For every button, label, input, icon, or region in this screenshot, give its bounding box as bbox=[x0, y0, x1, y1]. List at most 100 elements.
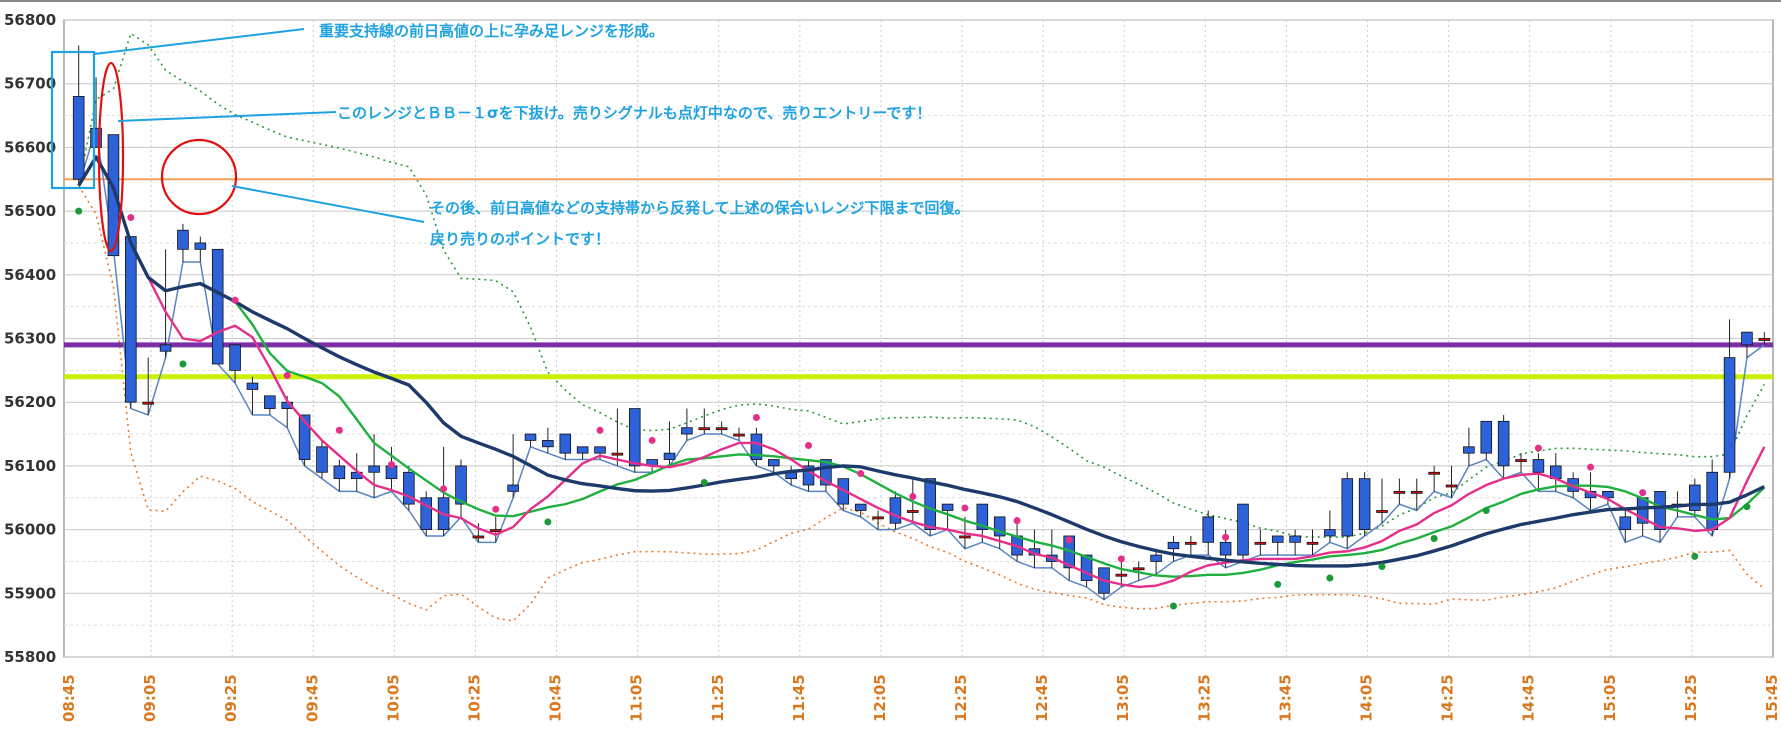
candle-up bbox=[1445, 484, 1458, 488]
annotations: 重要支持線の前日高値の上に孕み足レンジを形成。このレンジとＢＢ－１σを下抜け。売… bbox=[50, 22, 970, 253]
callout-line bbox=[117, 111, 337, 122]
candle-down bbox=[1741, 331, 1753, 346]
candle-up bbox=[872, 516, 884, 520]
candle-down bbox=[750, 433, 763, 460]
candle-down bbox=[177, 229, 189, 250]
x-tick-label: 15:05 bbox=[1601, 674, 1619, 722]
y-tick-label: 56600 bbox=[4, 138, 56, 156]
annotation-text: その後、前日高値などの支持帯から反発して上述の保合いレンジ下限まで回復。 bbox=[430, 199, 970, 217]
candle-down bbox=[298, 414, 311, 460]
candle-down bbox=[1289, 535, 1301, 543]
signal-dot bbox=[440, 485, 448, 493]
signal-dot bbox=[857, 470, 865, 478]
candle-down bbox=[107, 134, 120, 257]
candle-down bbox=[1497, 420, 1510, 467]
candle-up bbox=[611, 452, 624, 456]
candle-down bbox=[1202, 516, 1215, 543]
candle-down bbox=[1324, 529, 1336, 537]
candle-up bbox=[715, 427, 728, 431]
signal-dot bbox=[805, 442, 813, 450]
y-tick-label: 55900 bbox=[4, 584, 56, 602]
candle-up bbox=[959, 535, 971, 539]
y-tick-label: 56300 bbox=[4, 330, 56, 348]
signal-dot bbox=[1430, 535, 1438, 543]
signal-dot bbox=[1222, 533, 1230, 541]
signal-dot bbox=[1482, 506, 1490, 514]
candle-down bbox=[594, 446, 606, 454]
candle-down bbox=[125, 236, 137, 403]
x-tick-label: 11:25 bbox=[709, 674, 727, 722]
x-tick-label: 13:45 bbox=[1276, 674, 1294, 722]
candle-down bbox=[264, 395, 276, 409]
signal-dot bbox=[544, 518, 552, 526]
signal-dot bbox=[752, 413, 760, 421]
candle-up bbox=[1428, 471, 1440, 475]
candle-down bbox=[854, 503, 867, 511]
candle-down bbox=[1619, 516, 1632, 530]
candle-down bbox=[1358, 478, 1371, 531]
signal-dot bbox=[1326, 574, 1334, 582]
candle-down bbox=[1706, 471, 1718, 530]
candle-down bbox=[924, 478, 936, 531]
candle-up bbox=[1254, 541, 1267, 545]
breakdown-ellipse bbox=[97, 61, 125, 253]
x-tick-label: 14:25 bbox=[1439, 674, 1457, 722]
candle-up bbox=[1132, 567, 1145, 571]
x-tick-label: 10:05 bbox=[384, 674, 402, 722]
candle-down bbox=[768, 459, 780, 467]
ma-slow-line bbox=[77, 155, 1766, 568]
candle-down bbox=[976, 503, 989, 530]
signal-dot bbox=[1534, 444, 1542, 452]
candle-up bbox=[733, 433, 745, 437]
x-tick-label: 15:25 bbox=[1682, 674, 1700, 722]
candle-down bbox=[229, 344, 241, 371]
candle-down bbox=[993, 516, 1006, 537]
candle-up bbox=[907, 510, 919, 513]
signal-dot bbox=[596, 426, 604, 434]
signal-dot bbox=[1743, 503, 1751, 511]
signal-dot bbox=[1587, 463, 1595, 471]
candle-down bbox=[194, 242, 207, 250]
x-tick-label: 14:45 bbox=[1520, 674, 1538, 722]
signal-dot bbox=[283, 371, 291, 379]
candle-up bbox=[1515, 459, 1527, 462]
candle-up bbox=[1306, 541, 1319, 545]
x-tick-label: 09:05 bbox=[141, 674, 159, 722]
y-tick-label: 56200 bbox=[4, 393, 56, 411]
candle-up bbox=[1758, 338, 1771, 341]
annotation-text: 戻り売りのポイントです！ bbox=[429, 230, 610, 248]
candle-down bbox=[90, 127, 102, 148]
x-tick-label: 11:45 bbox=[790, 674, 808, 722]
candle-down bbox=[628, 408, 641, 467]
candle-down bbox=[1689, 484, 1701, 511]
x-tick-label: 14:05 bbox=[1358, 674, 1376, 722]
y-tick-label: 56000 bbox=[4, 521, 56, 539]
candle-down bbox=[576, 446, 589, 454]
signal-dot bbox=[1169, 602, 1177, 610]
y-tick-label: 56700 bbox=[4, 75, 56, 93]
x-tick-label: 15:45 bbox=[1763, 674, 1781, 722]
candle-down bbox=[1271, 535, 1284, 543]
signal-dot bbox=[1065, 536, 1073, 544]
signal-dot bbox=[335, 426, 343, 434]
candle-up bbox=[1393, 490, 1406, 494]
candle-down bbox=[524, 433, 537, 441]
candle-down bbox=[159, 344, 172, 352]
y-tick-label: 56800 bbox=[4, 11, 56, 29]
candle-up bbox=[1376, 510, 1388, 513]
signal-markers bbox=[75, 207, 1751, 610]
candle-down bbox=[941, 503, 954, 511]
candle-down bbox=[316, 446, 328, 473]
signal-dot bbox=[127, 213, 135, 221]
y-tick-label: 56400 bbox=[4, 266, 56, 284]
candle-down bbox=[455, 465, 467, 505]
callout-line bbox=[93, 28, 305, 55]
candle-down bbox=[889, 497, 902, 524]
signal-dot bbox=[231, 296, 239, 304]
candle-down bbox=[1237, 503, 1249, 556]
x-tick-label: 10:45 bbox=[547, 674, 565, 722]
signal-dot bbox=[648, 436, 656, 444]
signal-dot bbox=[1013, 517, 1021, 525]
candle-down bbox=[681, 427, 693, 435]
